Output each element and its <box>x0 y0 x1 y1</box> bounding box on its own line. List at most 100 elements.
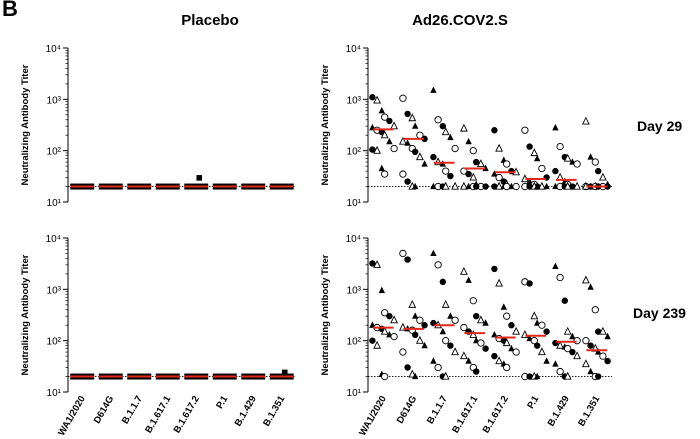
panel-letter: B <box>2 0 18 21</box>
y-tick-label: 10¹ <box>347 388 362 399</box>
data-point <box>469 330 478 338</box>
data-point <box>415 335 424 344</box>
data-point <box>534 342 541 349</box>
x-tick-label: B.1.1.7 <box>425 394 450 426</box>
data-point <box>581 116 590 125</box>
x-tick-label: P.1 <box>525 393 541 410</box>
data-point <box>537 181 546 190</box>
x-tick-label: B.1.429 <box>233 394 259 428</box>
data-point <box>412 331 419 339</box>
data-point <box>447 133 454 141</box>
data-point <box>604 332 611 340</box>
data-point <box>380 130 389 139</box>
data-point <box>552 167 559 175</box>
data-point <box>482 345 489 352</box>
x-tick-label: B.1.617.1 <box>143 393 173 435</box>
data-point <box>530 148 539 157</box>
data-point <box>369 260 376 267</box>
y-axis-label: Neutralizing Antibody Titer <box>320 64 331 185</box>
x-tick-label: B.1.617.1 <box>450 393 480 435</box>
y-tick-label: 10² <box>47 147 62 158</box>
data-point <box>552 123 559 131</box>
data-point <box>476 159 485 168</box>
data-point <box>465 357 472 364</box>
data-point <box>512 326 521 335</box>
data-point <box>476 315 485 324</box>
data-point <box>430 86 437 93</box>
data-point <box>439 122 446 130</box>
y-axis-label: Neutralizing Antibody Titer <box>20 254 31 375</box>
data-point <box>442 337 450 345</box>
x-tick-label: B.1.617.2 <box>481 394 511 435</box>
y-tick-label: 10² <box>347 147 362 158</box>
data-point <box>526 280 533 287</box>
x-tick-label: WA1/2020 <box>357 394 389 438</box>
data-point <box>512 348 520 356</box>
data-point <box>543 357 550 364</box>
row-label-day29: Day 29 <box>637 118 683 134</box>
data-point <box>196 175 203 181</box>
data-point <box>495 173 503 182</box>
data-point <box>412 182 419 190</box>
data-point <box>404 256 411 263</box>
data-point <box>534 372 541 380</box>
data-point <box>502 338 511 347</box>
data-point <box>430 357 437 364</box>
data-point <box>378 164 385 172</box>
data-point <box>447 342 454 349</box>
data-point <box>390 144 398 153</box>
y-tick-label: 10¹ <box>47 198 62 209</box>
data-point <box>434 363 442 372</box>
data-point <box>482 319 489 326</box>
data-point <box>469 172 478 181</box>
data-point <box>521 126 529 134</box>
data-point <box>459 181 468 190</box>
column-title-placebo: Placebo <box>181 12 239 29</box>
data-point <box>451 181 460 190</box>
x-tick-label: WA1/2020 <box>56 394 88 438</box>
data-point <box>552 262 559 269</box>
data-point <box>412 372 419 380</box>
data-point <box>561 297 568 304</box>
data-point <box>538 321 546 329</box>
plot-ad26-cov2-s-day-29: 10¹ 10² 10³ 10⁴ Neutralizing Antibody Titer <box>320 44 612 209</box>
data-point <box>491 127 498 134</box>
y-tick-label: 10⁴ <box>346 44 361 55</box>
data-point <box>564 344 572 353</box>
data-point <box>415 152 424 161</box>
data-point <box>512 182 520 191</box>
y-tick-label: 10⁴ <box>346 234 361 245</box>
data-point <box>537 347 546 356</box>
data-point <box>386 117 393 125</box>
y-tick-label: 10⁴ <box>46 234 61 245</box>
data-point <box>381 113 389 121</box>
data-point <box>473 312 480 320</box>
data-point <box>508 344 515 352</box>
x-tick-label: B.1.351 <box>261 393 288 428</box>
data-point <box>412 312 419 319</box>
data-point <box>473 368 480 375</box>
data-point <box>430 153 437 161</box>
data-point <box>500 303 507 310</box>
data-point <box>386 312 393 320</box>
data-point <box>582 337 590 345</box>
data-point <box>459 123 468 132</box>
data-point <box>441 127 450 136</box>
data-point <box>538 164 546 173</box>
data-point <box>604 183 611 190</box>
data-point <box>569 332 576 340</box>
data-point <box>381 170 389 178</box>
data-point <box>369 94 376 101</box>
data-point <box>503 312 511 320</box>
data-point <box>563 326 572 335</box>
data-point <box>439 278 446 286</box>
y-tick-label: 10¹ <box>47 388 62 399</box>
data-point <box>595 348 602 355</box>
data-point <box>441 371 450 380</box>
x-tick-label: B.1.1.7 <box>120 394 145 426</box>
data-point <box>447 172 454 180</box>
data-point <box>495 181 504 190</box>
data-point <box>482 183 489 190</box>
data-point <box>381 372 389 381</box>
data-point <box>378 106 385 114</box>
